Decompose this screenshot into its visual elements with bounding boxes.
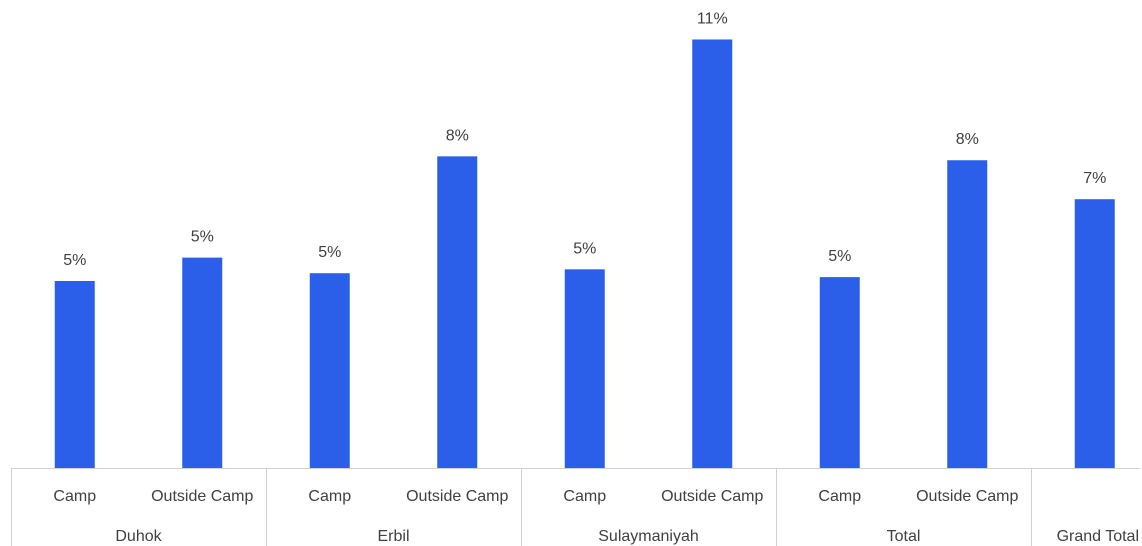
bar [309, 273, 350, 468]
data-label: 8% [956, 131, 979, 148]
group-label: Sulaymaniyah [598, 528, 699, 545]
data-label: 7% [1083, 170, 1106, 187]
data-label: 11% [697, 10, 728, 27]
category-label: Outside Camp [916, 488, 1018, 505]
data-label: 5% [63, 252, 86, 269]
group-label: Duhok [115, 528, 162, 545]
group-label: Total [887, 528, 921, 545]
group-label: Erbil [377, 528, 409, 545]
category-label: Outside Camp [661, 488, 763, 505]
category-label: Camp [563, 488, 606, 505]
bar [819, 277, 860, 468]
bar [564, 269, 605, 468]
data-label: 5% [191, 229, 214, 246]
data-label: 5% [828, 248, 851, 265]
category-label: Outside Camp [151, 488, 253, 505]
bar [1074, 199, 1115, 468]
group-label: Grand Total [1057, 528, 1139, 545]
category-label: Outside Camp [406, 488, 508, 505]
category-label: Camp [308, 488, 351, 505]
bar [182, 257, 223, 468]
category-label: Camp [818, 488, 861, 505]
data-label: 5% [573, 240, 596, 257]
data-label: 8% [446, 127, 469, 144]
category-label: Camp [53, 488, 96, 505]
data-label: 5% [318, 244, 341, 261]
bar [437, 156, 478, 468]
bar [947, 160, 988, 469]
bar [54, 281, 95, 468]
bar [692, 39, 733, 468]
